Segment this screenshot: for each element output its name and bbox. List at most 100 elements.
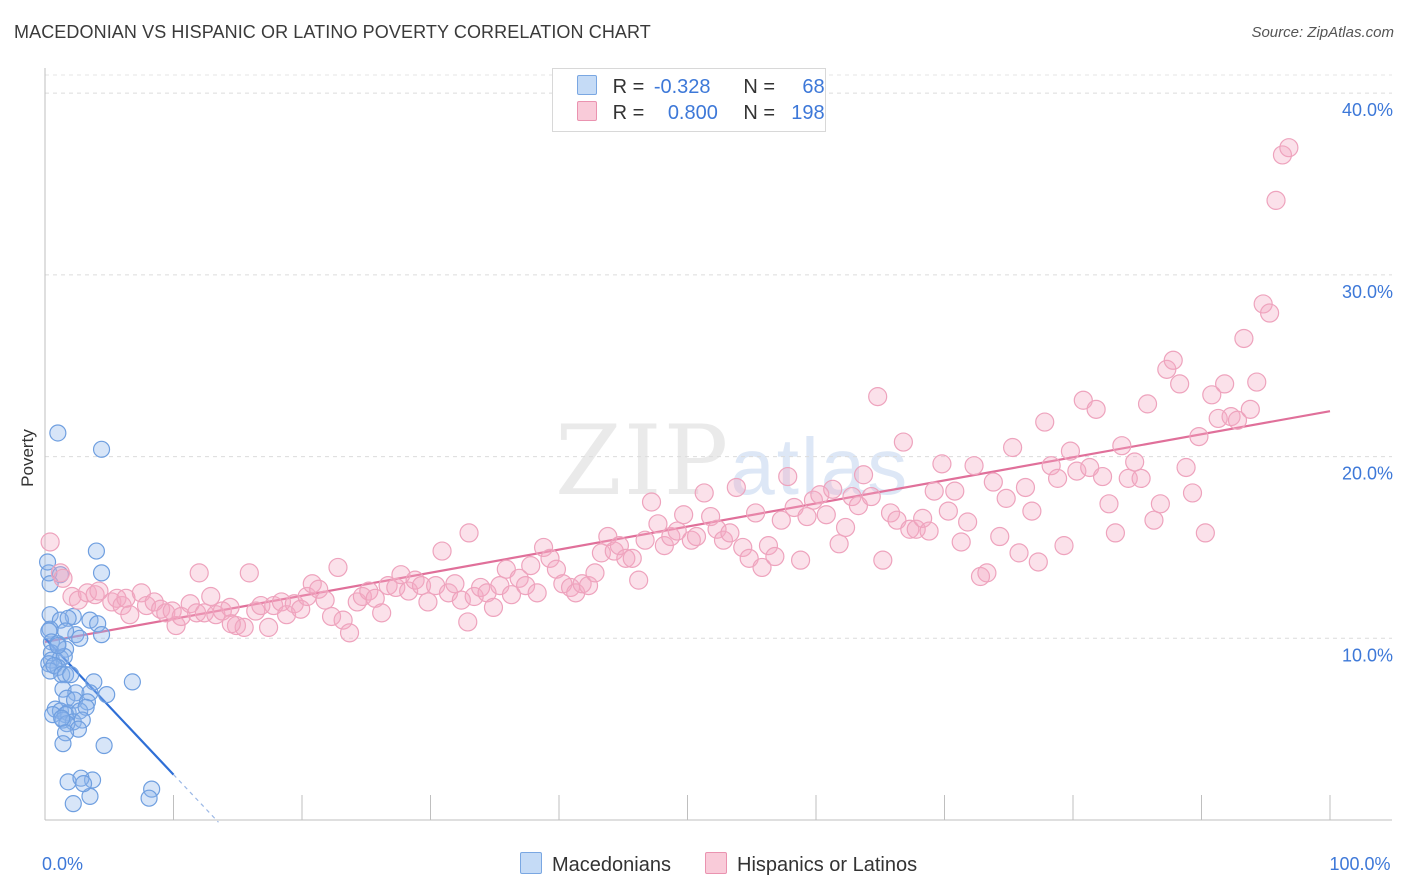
legend-r-label: R = xyxy=(612,76,645,98)
point-hispanics-2 xyxy=(53,568,73,588)
point-hispanics-142 xyxy=(958,512,978,532)
point-hispanics-58 xyxy=(418,592,438,612)
point-macedonians-52 xyxy=(73,711,91,729)
point-hispanics-0 xyxy=(40,532,60,552)
point-hispanics-91 xyxy=(629,570,649,590)
point-hispanics-107 xyxy=(733,537,753,558)
point-hispanics-193 xyxy=(189,563,209,583)
point-macedonians-34 xyxy=(123,673,141,691)
watermark: ZIPatlas xyxy=(555,405,909,517)
legend-n-label: N = xyxy=(743,76,776,98)
bottom-legend-hispanics: Hispanics or Latinos xyxy=(705,852,917,877)
legend-n-label-2: N = xyxy=(743,102,776,124)
point-macedonians-30 xyxy=(53,666,71,684)
point-hispanics-27 xyxy=(220,597,240,618)
point-macedonians-64 xyxy=(64,795,82,813)
point-hispanics-71 xyxy=(501,585,522,605)
point-hispanics-149 xyxy=(1003,437,1023,458)
point-hispanics-126 xyxy=(853,465,874,485)
point-hispanics-117 xyxy=(797,506,817,527)
legend-n-hispanics: 198 xyxy=(791,102,825,124)
point-macedonians-32 xyxy=(62,666,80,684)
point-hispanics-51 xyxy=(372,603,392,623)
point-macedonians-15 xyxy=(40,622,58,640)
point-hispanics-22 xyxy=(187,603,207,623)
point-hispanics-39 xyxy=(297,586,317,607)
point-hispanics-62 xyxy=(445,574,465,594)
point-hispanics-163 xyxy=(1092,466,1113,487)
point-hispanics-43 xyxy=(321,606,342,627)
point-hispanics-184 xyxy=(1227,410,1248,430)
point-hispanics-44 xyxy=(328,557,348,578)
point-hispanics-169 xyxy=(1131,468,1151,488)
point-hispanics-68 xyxy=(483,597,504,618)
point-hispanics-46 xyxy=(339,623,360,643)
watermark-zip: ZIP xyxy=(555,405,731,517)
legend-swatch-macedonians xyxy=(577,75,597,95)
point-hispanics-116 xyxy=(790,550,811,570)
point-hispanics-57 xyxy=(411,575,432,596)
point-hispanics-113 xyxy=(771,510,791,530)
point-hispanics-176 xyxy=(1176,457,1196,478)
point-hispanics-110 xyxy=(752,557,772,578)
point-hispanics-158 xyxy=(1060,441,1081,461)
point-hispanics-130 xyxy=(880,503,901,523)
point-hispanics-112 xyxy=(765,546,785,567)
point-hispanics-128 xyxy=(868,387,888,407)
point-hispanics-84 xyxy=(585,563,605,583)
legend-r-hispanics: 0.800 xyxy=(667,102,718,124)
point-hispanics-93 xyxy=(641,492,662,512)
point-hispanics-106 xyxy=(726,477,746,498)
point-hispanics-52 xyxy=(378,575,398,596)
point-hispanics-162 xyxy=(1086,399,1106,419)
point-hispanics-132 xyxy=(893,432,913,452)
tick-labels: 10.0% 20.0% 30.0% 40.0% 0.0% 100.0% xyxy=(42,100,1393,874)
point-hispanics-122 xyxy=(829,534,849,554)
point-hispanics-179 xyxy=(1195,523,1215,543)
point-hispanics-60 xyxy=(432,541,452,561)
point-hispanics-152 xyxy=(1022,501,1042,521)
point-hispanics-145 xyxy=(977,563,997,583)
point-macedonians-16 xyxy=(56,622,75,640)
point-hispanics-12 xyxy=(120,605,140,625)
point-hispanics-42 xyxy=(315,590,335,610)
point-macedonians-54 xyxy=(69,720,88,738)
point-hispanics-166 xyxy=(1112,436,1132,456)
point-hispanics-143 xyxy=(964,456,984,476)
x-tick-label-0: 0.0% xyxy=(42,854,83,874)
point-hispanics-174 xyxy=(1163,350,1183,370)
point-hispanics-185 xyxy=(1234,328,1254,349)
point-hispanics-33 xyxy=(258,617,279,637)
y-tick-label-1: 20.0% xyxy=(1342,464,1393,484)
point-hispanics-82 xyxy=(572,574,592,594)
point-macedonians-1 xyxy=(92,440,111,458)
bottom-swatch-hispanics xyxy=(705,852,727,874)
bottom-legend-macedonians: Macedonians xyxy=(520,852,671,877)
point-hispanics-3 xyxy=(62,586,82,607)
point-hispanics-178 xyxy=(1189,426,1209,447)
point-hispanics-123 xyxy=(835,517,856,538)
point-hispanics-17 xyxy=(156,603,176,623)
trend-lines xyxy=(44,410,1331,823)
point-hispanics-192 xyxy=(1279,138,1299,158)
point-hispanics-36 xyxy=(276,605,297,625)
point-hispanics-6 xyxy=(85,585,105,605)
point-hispanics-19 xyxy=(166,615,186,636)
source-label: Source: ZipAtlas.com xyxy=(1251,24,1394,41)
point-macedonians-63 xyxy=(140,789,158,807)
point-macedonians-12 xyxy=(59,609,77,627)
point-macedonians-0 xyxy=(49,424,67,442)
point-macedonians-31 xyxy=(56,666,75,684)
point-hispanics-171 xyxy=(1144,510,1164,530)
point-hispanics-151 xyxy=(1015,477,1036,498)
point-hispanics-164 xyxy=(1099,494,1119,514)
point-hispanics-90 xyxy=(622,548,642,568)
point-hispanics-99 xyxy=(681,530,701,550)
point-macedonians-55 xyxy=(56,724,75,742)
point-hispanics-138 xyxy=(932,454,952,474)
point-hispanics-141 xyxy=(951,532,971,552)
point-hispanics-186 xyxy=(1240,399,1260,419)
axes xyxy=(44,68,1392,821)
point-hispanics-189 xyxy=(1260,303,1280,323)
watermark-atlas: atlas xyxy=(730,422,910,511)
